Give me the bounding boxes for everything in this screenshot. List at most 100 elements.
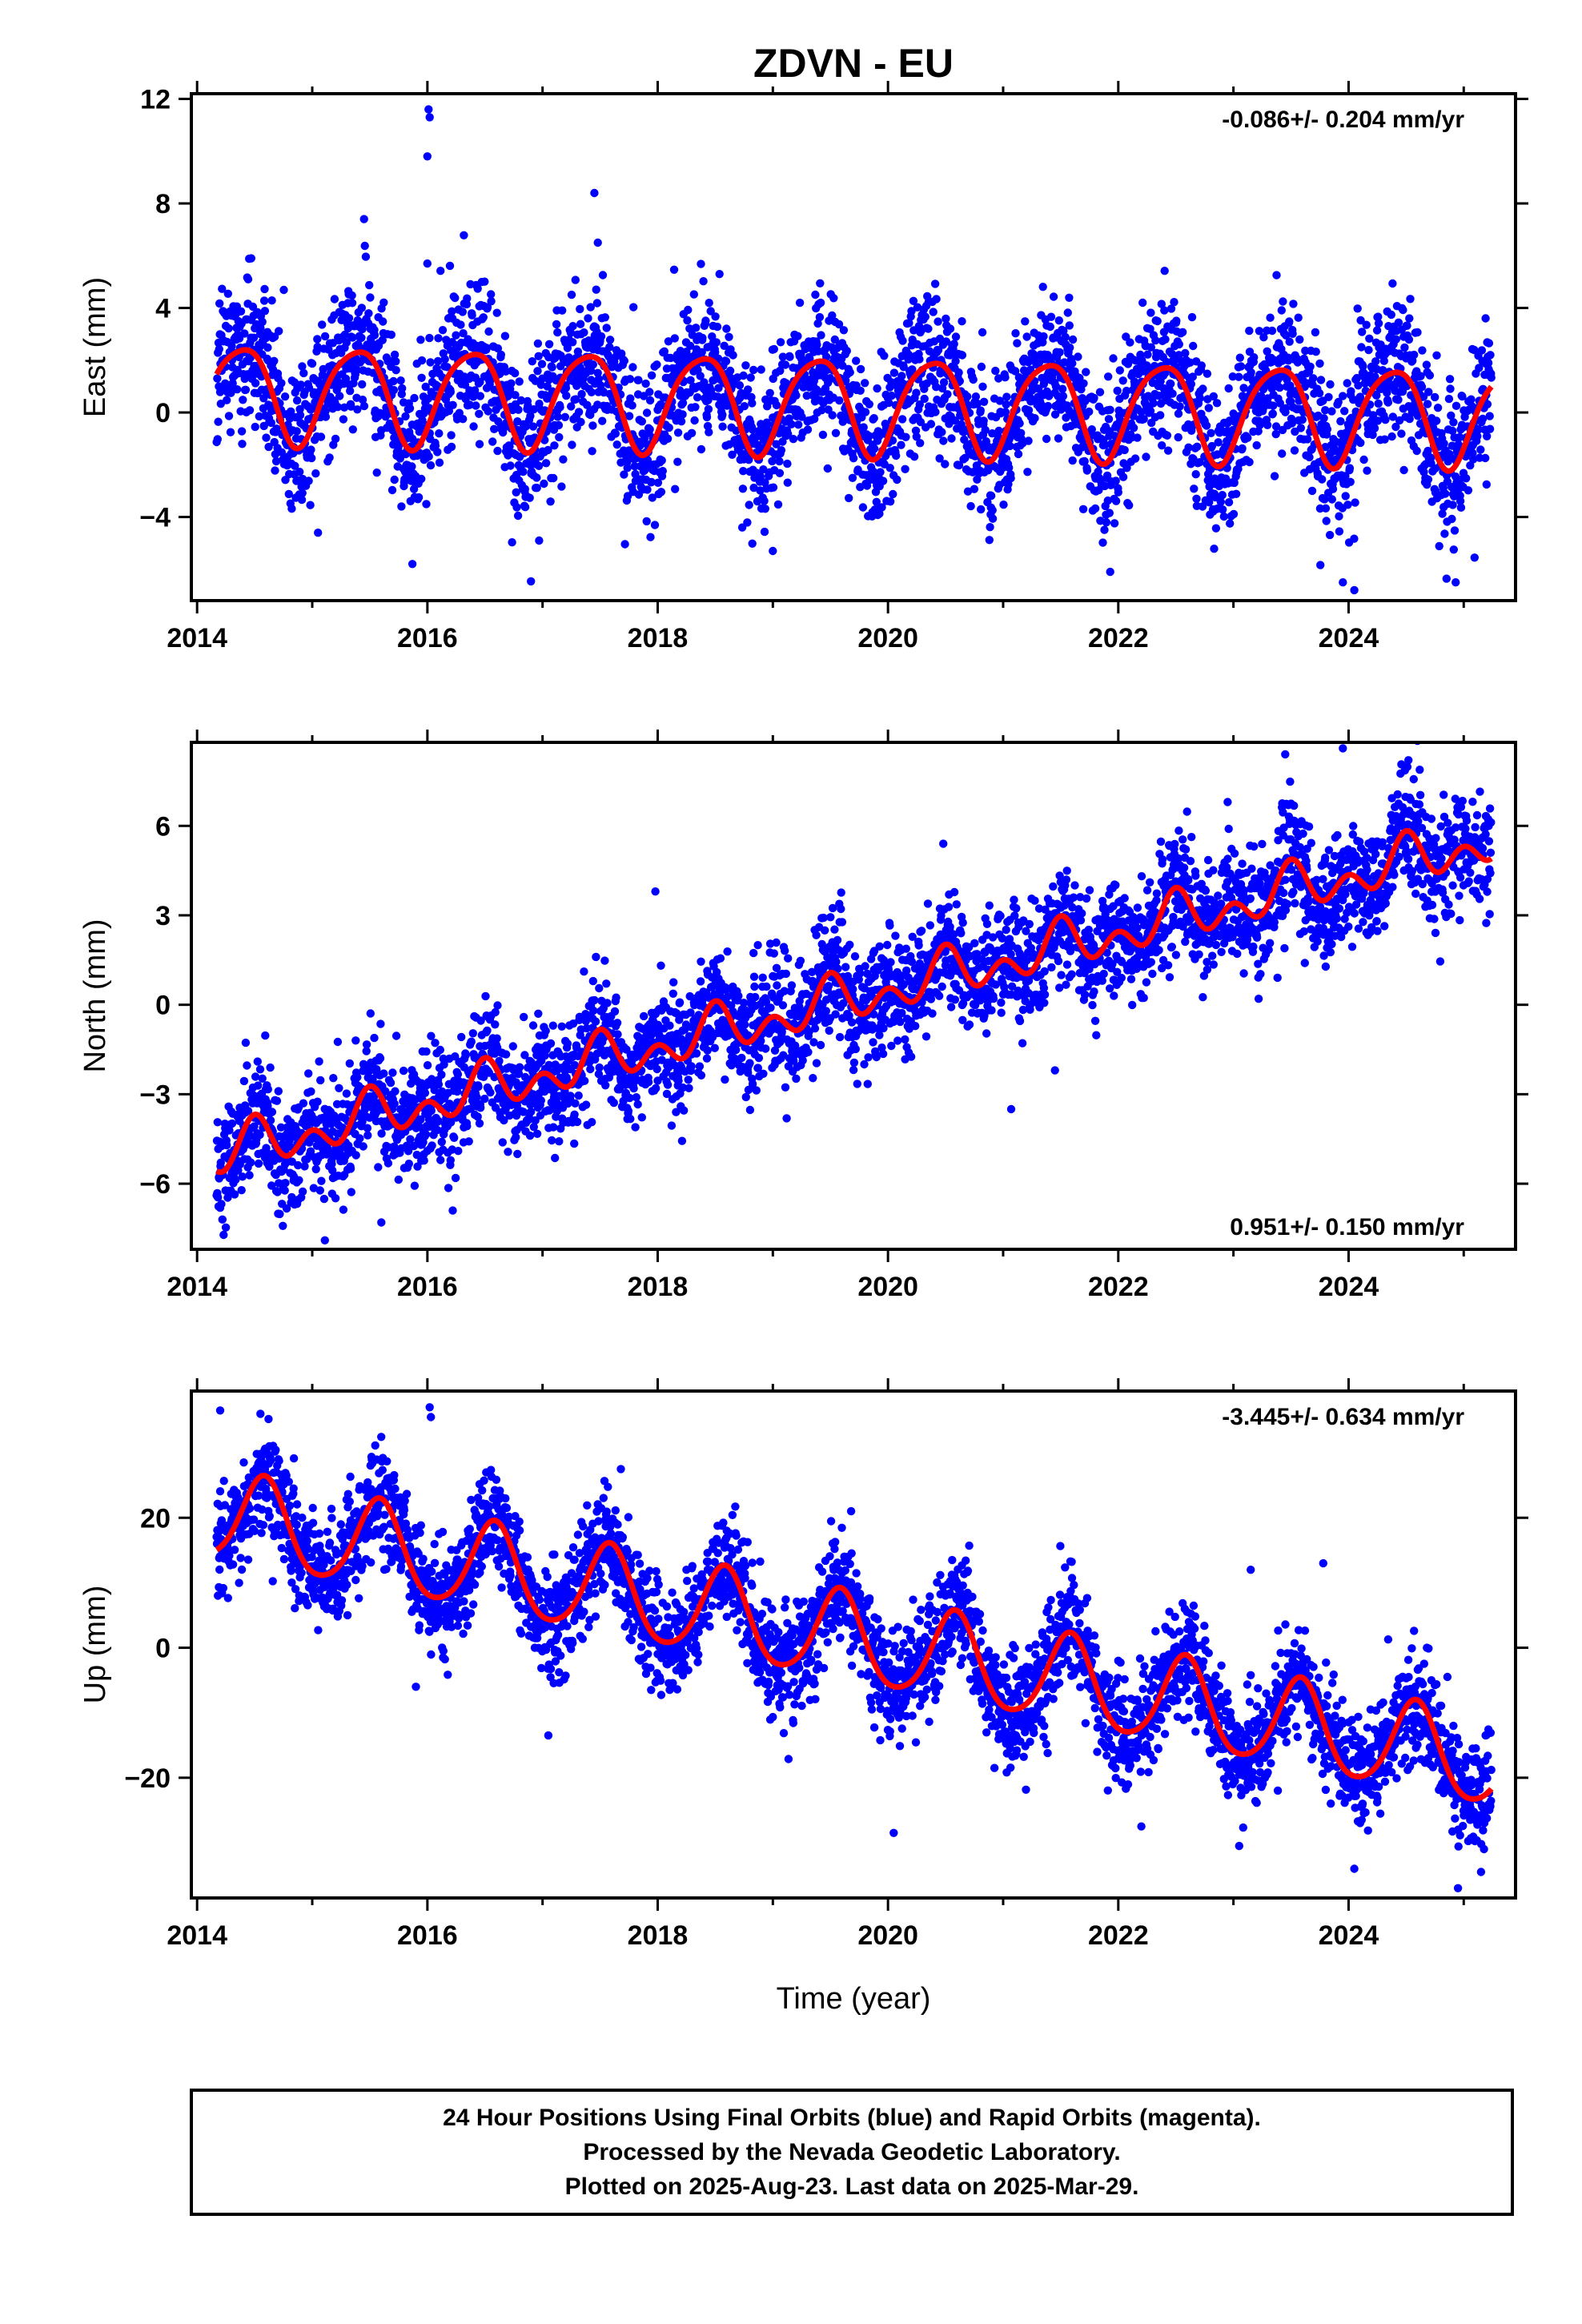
east-data-point [999,501,1008,509]
east-data-point [527,577,536,586]
east-data-point [311,469,320,478]
east-data-point [1281,404,1291,412]
east-data-point [245,406,255,415]
east-data-point [359,401,369,411]
east-data-point [877,503,886,512]
east-data-point [557,482,566,491]
north-data-point [359,1142,367,1151]
east-data-point [994,426,1003,436]
east-data-point [1391,335,1401,344]
east-data-point [1423,446,1432,456]
east-data-point [772,400,781,410]
east-data-point [348,425,357,434]
east-data-point [725,366,735,376]
east-data-point [408,462,416,471]
east-data-point [446,388,455,396]
east-data-point [954,368,963,377]
east-data-point [778,437,787,446]
east-data-point [1151,336,1160,345]
east-data-point [1432,416,1441,425]
east-data-point [1468,448,1477,457]
east-data-point [237,427,247,436]
east-data-point [839,326,849,335]
east-data-point [1452,578,1460,587]
north-data-point [474,1082,483,1092]
east-data-point [1011,329,1020,338]
east-data-point [540,479,548,489]
north-data-point [548,1021,557,1030]
east-data-point [828,411,837,420]
east-data-point [1442,574,1452,583]
east-data-point [1447,514,1456,524]
east-data-point [360,241,369,251]
east-data-point [1319,414,1328,423]
east-data-point [443,363,452,372]
east-data-point [1394,396,1403,404]
north-data-point [353,1073,362,1082]
north-data-point [612,993,620,1002]
east-data-point [1079,379,1088,388]
east-data-point [1010,367,1020,376]
east-data-point [653,478,663,487]
east-data-point [973,399,982,408]
east-data-point [995,396,1005,405]
east-data-point [493,446,502,456]
north-data-point [625,1093,634,1103]
east-data-point [1277,306,1287,315]
east-data-point [834,320,844,329]
east-data-point [215,344,223,354]
east-data-point [447,442,456,452]
north-data-point [299,1099,308,1108]
east-data-point [858,503,868,512]
east-data-point [1477,346,1487,355]
east-data-point [339,415,348,424]
east-data-point [611,429,620,438]
east-data-point [848,473,857,482]
east-data-point [1372,391,1381,400]
east-data-point [275,327,283,336]
north-data-point [453,1070,463,1079]
east-data-point [761,505,769,513]
north-data-point [637,1113,646,1122]
east-data-point [915,355,924,364]
north-data-point [306,1147,315,1156]
east-data-point [459,329,468,338]
east-data-point [331,434,340,444]
east-data-point [387,485,397,495]
east-data-point [1057,405,1066,414]
east-x-tick-label: 2014 [167,623,227,653]
north-data-point [266,1116,275,1125]
north-data-point [331,1194,340,1203]
north-data-point [307,1087,315,1096]
east-data-point [942,337,951,346]
east-data-point [213,374,222,383]
east-data-point [1456,432,1464,442]
east-data-point [637,417,646,426]
north-data-point [580,1076,589,1085]
east-data-point [1224,384,1233,393]
east-data-point [347,291,356,300]
east-data-point [519,467,528,476]
north-data-point [420,1156,428,1165]
east-data-point [1275,383,1284,392]
north-data-point [263,1102,272,1111]
north-data-point [217,1200,226,1208]
east-data-point [728,450,737,459]
north-data-point [427,1106,436,1116]
east-data-point [1219,505,1227,514]
east-data-point [1270,472,1279,480]
east-data-point [665,423,673,432]
east-data-point [426,358,435,367]
east-data-point [745,501,753,509]
east-rate-annotation: -0.086+/- 0.204 mm/yr [1222,107,1464,133]
east-data-point [1266,313,1275,322]
east-data-point [1328,485,1338,493]
north-data-point [427,1031,436,1040]
north-data-point [428,1141,436,1150]
east-data-point [1014,449,1023,459]
north-data-point [404,1147,413,1156]
north-data-point [391,1087,400,1096]
east-data-point [295,404,304,414]
east-data-point [682,348,691,356]
